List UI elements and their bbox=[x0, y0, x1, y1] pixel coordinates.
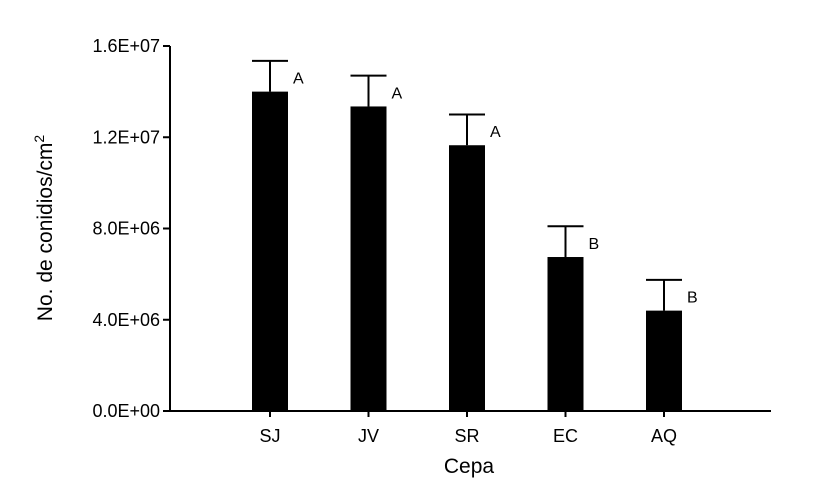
y-tick-label: 4.0E+06 bbox=[92, 310, 160, 330]
significance-label-sr: A bbox=[490, 124, 501, 141]
significance-labels: A A A B B bbox=[293, 71, 698, 307]
bar-aq bbox=[646, 310, 682, 411]
bars bbox=[252, 91, 682, 411]
y-axis-title-superscript: 2 bbox=[31, 135, 47, 143]
y-tick-label: 8.0E+06 bbox=[92, 219, 160, 239]
y-axis-title: No. de conidios/cm2 bbox=[31, 135, 57, 322]
bar-sr bbox=[449, 145, 485, 411]
significance-label-sj: A bbox=[293, 71, 304, 88]
y-tick-label: 1.6E+07 bbox=[92, 36, 160, 56]
x-tick-label-jv: JV bbox=[358, 426, 379, 446]
bar-ec bbox=[547, 257, 584, 411]
significance-label-aq: B bbox=[687, 290, 698, 307]
x-tick-label-sj: SJ bbox=[259, 426, 280, 446]
x-tick-label-aq: AQ bbox=[651, 426, 677, 446]
significance-label-jv: A bbox=[392, 85, 403, 102]
x-tick-label-ec: EC bbox=[553, 426, 578, 446]
x-axis-title: Cepa bbox=[444, 455, 495, 478]
y-tick-label: 0.0E+00 bbox=[92, 401, 160, 421]
x-tick-label-sr: SR bbox=[454, 426, 479, 446]
x-ticks: SJ JV SR EC AQ bbox=[259, 411, 677, 446]
y-tick-label: 1.2E+07 bbox=[92, 127, 160, 147]
significance-label-ec: B bbox=[589, 236, 600, 253]
y-ticks: 0.0E+00 4.0E+06 8.0E+06 1.2E+07 1.6E+07 bbox=[92, 36, 170, 421]
bar-sj bbox=[252, 91, 288, 411]
bar-jv bbox=[350, 106, 387, 411]
error-bars bbox=[252, 59, 682, 311]
y-axis-title-main: No. de conidios/cm bbox=[34, 143, 57, 322]
